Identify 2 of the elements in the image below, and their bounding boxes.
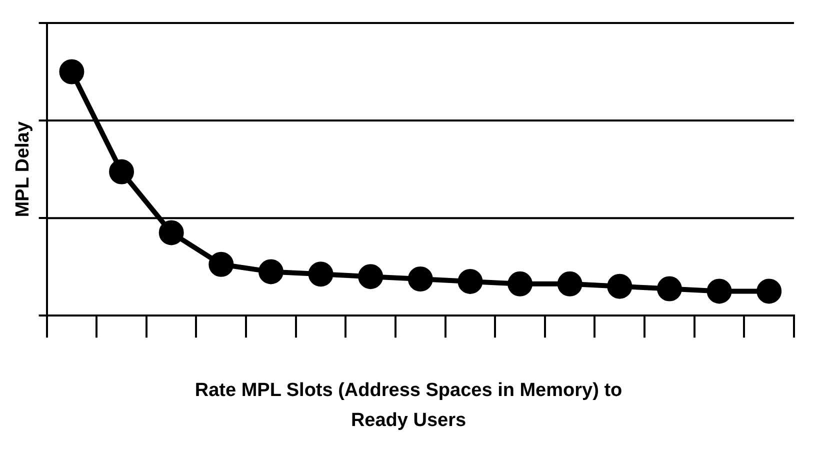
y-axis-title: MPL Delay xyxy=(12,121,34,218)
x-axis-title: Rate MPL Slots (Address Spaces in Memory) to Ready Users xyxy=(194,379,624,433)
